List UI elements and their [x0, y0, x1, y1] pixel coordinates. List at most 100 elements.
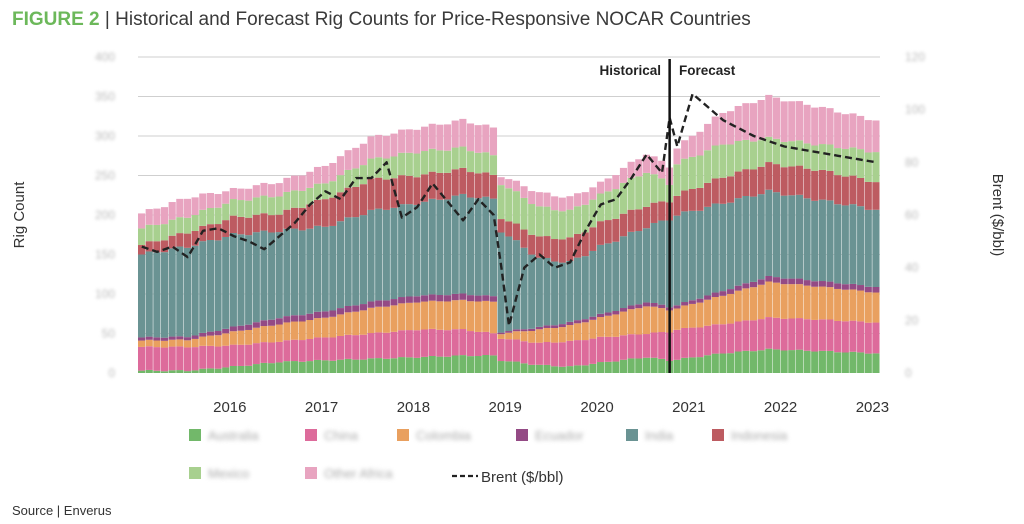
- bar-segment-colombia: [834, 288, 842, 321]
- bar-segment-australia: [734, 351, 742, 373]
- bar-segment-mexico: [153, 224, 161, 242]
- bar-segment-china: [811, 319, 819, 352]
- bar-segment-mexico: [489, 155, 498, 175]
- bar-segment-other-africa: [183, 198, 192, 218]
- bar-segment-mexico: [604, 191, 612, 221]
- bar-segment-australia: [344, 358, 352, 373]
- bar-segment-other-africa: [780, 101, 788, 142]
- bar-segment-indonesia: [183, 233, 192, 248]
- bar-stack: [566, 196, 574, 373]
- bar-segment-ecuador: [344, 305, 352, 313]
- bar-segment-colombia: [803, 285, 811, 320]
- bar-segment-australia: [841, 352, 849, 373]
- y-tick-label: 250: [95, 169, 115, 183]
- bar-segment-indonesia: [214, 224, 222, 241]
- bar-segment-other-africa: [642, 154, 651, 173]
- bar-segment-ecuador: [596, 313, 605, 318]
- bar-segment-other-africa: [520, 186, 528, 198]
- bar-segment-colombia: [329, 316, 337, 338]
- legend-item: Colombia: [397, 428, 472, 443]
- bar-segment-indonesia: [696, 187, 704, 211]
- bar-segment-australia: [688, 357, 696, 373]
- bar-segment-ecuador: [336, 308, 345, 315]
- bar-segment-other-africa: [459, 118, 467, 147]
- bar-segment-other-africa: [268, 184, 276, 198]
- bar-segment-colombia: [788, 284, 796, 319]
- bar-segment-ecuador: [765, 275, 773, 282]
- y-tick-label: 350: [95, 90, 115, 104]
- legend-swatch: [305, 467, 317, 479]
- bar-segment-colombia: [268, 325, 276, 343]
- bar-segment-china: [681, 327, 689, 358]
- bar-segment-mexico: [566, 209, 574, 238]
- bar-stack: [176, 198, 184, 373]
- bar-segment-other-africa: [627, 161, 635, 178]
- bar-segment-mexico: [551, 210, 559, 240]
- bar-segment-colombia: [512, 331, 520, 340]
- bar-segment-china: [581, 340, 589, 366]
- bar-segment-china: [290, 339, 299, 362]
- bar-segment-colombia: [543, 327, 551, 342]
- bar-segment-australia: [803, 350, 811, 373]
- bar-segment-other-africa: [512, 180, 520, 192]
- bar-segment-china: [627, 334, 635, 359]
- bar-segment-china: [390, 331, 398, 359]
- bar-segment-australia: [681, 357, 689, 373]
- bar-segment-ecuador: [359, 304, 367, 311]
- bar-segment-other-africa: [206, 192, 214, 208]
- bar-segment-ecuador: [275, 318, 283, 325]
- bar-segment-mexico: [290, 190, 299, 208]
- bar-segment-indonesia: [252, 214, 260, 233]
- bar-segment-indonesia: [268, 215, 276, 233]
- bar-segment-india: [841, 205, 849, 285]
- bar-segment-colombia: [206, 335, 214, 346]
- bar-segment-indonesia: [413, 177, 421, 205]
- legend-item: Indonesia: [712, 428, 788, 443]
- bar-segment-ecuador: [772, 277, 781, 283]
- bar-segment-india: [474, 198, 482, 296]
- bar-segment-other-africa: [168, 202, 176, 220]
- bar-segment-indonesia: [306, 204, 314, 229]
- bar-segment-australia: [390, 358, 398, 373]
- bar-segment-other-africa: [734, 105, 742, 141]
- bar-segment-india: [612, 241, 620, 312]
- bar-segment-australia: [245, 365, 253, 373]
- bar-segment-other-africa: [428, 123, 436, 149]
- bar-segment-australia: [581, 365, 589, 373]
- bar-segment-indonesia: [290, 207, 299, 229]
- bar-stack: [375, 134, 383, 373]
- bar-segment-australia: [474, 356, 482, 373]
- bar-segment-ecuador: [642, 302, 651, 307]
- y2-tick-label: 0: [905, 366, 912, 380]
- bar-stack: [237, 188, 245, 373]
- bar-segment-other-africa: [306, 171, 314, 188]
- y-axis-label: Rig Count: [11, 181, 28, 249]
- bar-segment-china: [612, 336, 620, 362]
- bar-stack: [489, 127, 498, 373]
- bar-stack: [635, 159, 643, 373]
- bar-segment-colombia: [742, 288, 750, 321]
- bar-segment-colombia: [398, 303, 406, 331]
- bar-stack: [497, 177, 505, 373]
- bar-stack: [696, 131, 704, 373]
- bar-segment-ecuador: [658, 304, 666, 309]
- bar-segment-ecuador: [604, 312, 612, 316]
- bar-segment-mexico: [658, 178, 666, 202]
- bar-segment-india: [765, 189, 773, 276]
- bar-segment-other-africa: [283, 177, 291, 192]
- bar-segment-ecuador: [574, 320, 582, 324]
- bar-segment-ecuador: [780, 278, 788, 285]
- bar-segment-australia: [482, 355, 490, 373]
- bar-segment-mexico: [543, 206, 551, 237]
- bar-segment-ecuador: [459, 293, 467, 300]
- legend-item: Other Africa: [305, 466, 393, 481]
- bar-segment-india: [642, 228, 651, 303]
- bar-segment-china: [520, 341, 528, 364]
- bar-segment-ecuador: [153, 337, 161, 341]
- bar-segment-china: [428, 328, 436, 356]
- bar-segment-mexico: [138, 228, 146, 246]
- bar-segment-colombia: [298, 321, 306, 341]
- bar-segment-ecuador: [566, 321, 574, 326]
- bar-segment-china: [352, 335, 360, 360]
- bar-segment-india: [864, 209, 872, 287]
